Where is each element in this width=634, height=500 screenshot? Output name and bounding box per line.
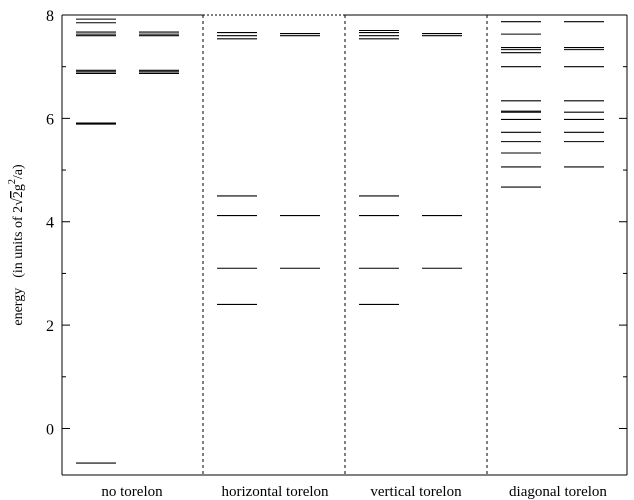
category-label: diagonal torelon — [509, 484, 607, 500]
category-labels: no torelon horizontal torelon vertical tor… — [101, 484, 607, 500]
y-axis-title: energy(in units of 2√2g2/a) — [7, 164, 26, 326]
plot-frame — [61, 14, 628, 476]
y-tick-label: 8 — [46, 8, 54, 25]
y-axis-ticks: 0 2 4 6 8 — [46, 8, 627, 438]
category-label: no torelon — [101, 484, 163, 500]
y-tick-label: 2 — [46, 318, 54, 335]
y-tick-label: 0 — [46, 421, 54, 438]
y-tick-label: 4 — [46, 215, 54, 232]
y-tick-label: 6 — [46, 111, 54, 128]
category-separators — [202, 15, 488, 475]
category-label: vertical torelon — [370, 484, 462, 500]
energy-levels — [76, 18, 604, 464]
category-label: horizontal torelon — [221, 484, 329, 500]
